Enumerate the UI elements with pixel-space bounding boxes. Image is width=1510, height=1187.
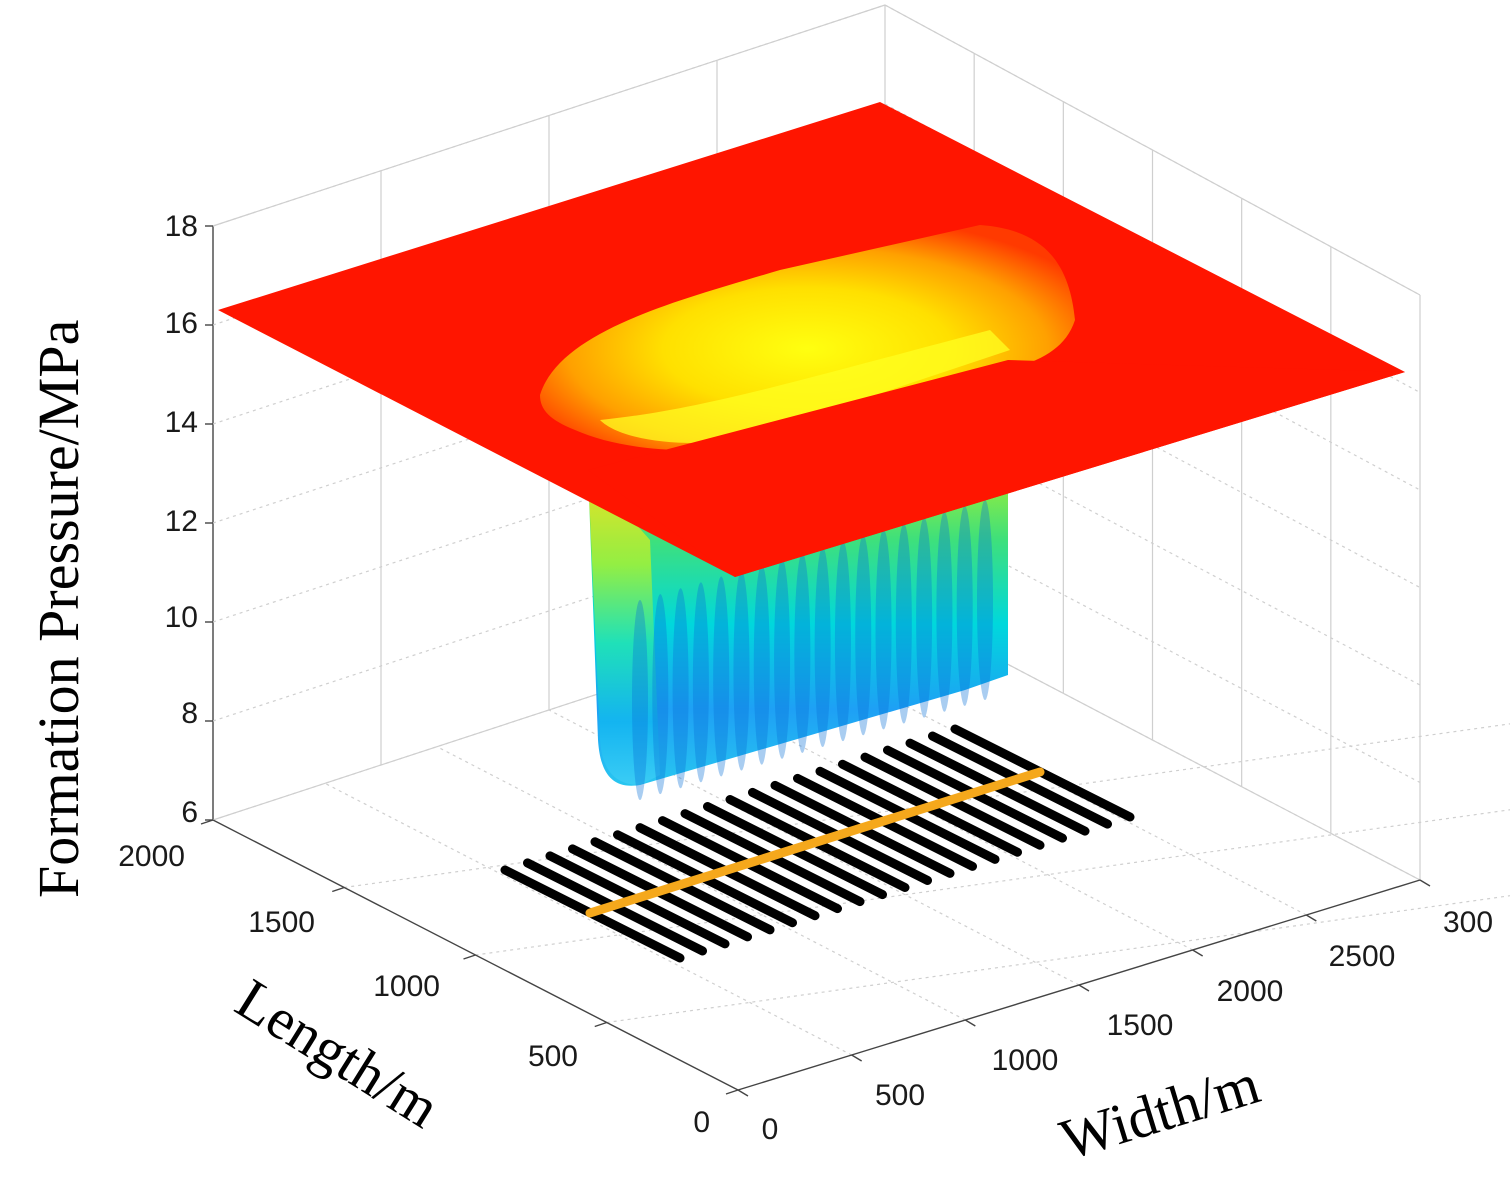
floor-gridline: [475, 809, 1510, 956]
x-tick-mark: [737, 1089, 749, 1097]
z-tick-label: 16: [165, 307, 198, 340]
y-tick-mark: [332, 886, 345, 893]
y-tick-mark: [594, 1021, 607, 1028]
y-axis-ticks: 2000 1500 1000 500 0: [118, 840, 710, 1139]
x-tick-label: 500: [875, 1079, 925, 1112]
pressure-ridge: [956, 505, 973, 706]
horizontal-wellbore: [585, 767, 1045, 918]
x-tick-mark: [851, 1054, 863, 1062]
y-tick-label: 0: [693, 1106, 710, 1139]
x-tick-mark: [1305, 914, 1317, 922]
pressure-ridge: [916, 517, 933, 718]
x-tick-mark: [1192, 949, 1204, 957]
pressure-ridge: [855, 535, 872, 736]
x-tick-label: 2000: [1217, 975, 1284, 1008]
floor-gridline: [436, 746, 966, 1021]
x-axis-title: Width/m: [1053, 1051, 1267, 1173]
pressure-ridge: [672, 588, 689, 789]
x-tick-mark: [1419, 879, 1431, 887]
pressure-ridge: [692, 582, 709, 783]
pressure-plane: [218, 102, 1405, 577]
z-tick-label: 14: [165, 406, 198, 439]
y-tick-label: 500: [528, 1040, 578, 1073]
x-tick-mark: [964, 1019, 976, 1027]
z-axis-title: Formation Pressure/MPa: [26, 320, 91, 898]
z-gridline: [212, 4, 886, 227]
z-tick-label: 12: [165, 505, 198, 538]
pressure-ridge: [774, 558, 791, 759]
y-tick-mark: [463, 954, 476, 960]
pressure-ridge: [652, 594, 669, 795]
z-tick-label: 6: [181, 796, 198, 829]
floor-gridline: [344, 723, 1510, 889]
x-tick-label: 0: [762, 1113, 779, 1146]
floor-gridline: [606, 895, 1510, 1024]
pressure-ridge: [713, 576, 730, 777]
x-tick-label: 2500: [1329, 940, 1396, 973]
x-tick-label: 1500: [1107, 1009, 1174, 1042]
pressure-ridge: [875, 529, 892, 730]
pressure-ridge: [977, 500, 993, 700]
axes-front: [200, 225, 1431, 1097]
floor-gridline: [324, 782, 852, 1056]
x-axis-ticks: 0 500 1000 1500 2000 2500 300: [762, 906, 1493, 1146]
z-tick-label: 10: [165, 601, 198, 634]
pressure-ridge: [895, 523, 912, 724]
pressure-ridge: [936, 511, 953, 712]
pressure-ridge: [632, 600, 648, 800]
z-axis-ticks: 18 16 14 12 10 8 6: [165, 210, 198, 829]
y-tick-label: 2000: [118, 840, 185, 873]
z-tick-label: 18: [165, 210, 198, 243]
y-tick-label: 1500: [248, 906, 315, 939]
x-tick-label: 300: [1443, 906, 1493, 939]
y-tick-mark: [725, 1089, 739, 1095]
pressure-ridge: [794, 552, 811, 753]
pressure-ridge: [733, 570, 750, 771]
floor-gridline: [772, 636, 1307, 916]
pressure-ridge: [814, 547, 831, 748]
x-tick-mark: [1078, 984, 1090, 992]
y-tick-label: 1000: [373, 970, 440, 1003]
pressure-ridge: [834, 541, 851, 742]
z-tick-label: 8: [181, 697, 198, 730]
x-tick-label: 1000: [992, 1044, 1059, 1077]
pressure-ridge: [753, 564, 770, 765]
